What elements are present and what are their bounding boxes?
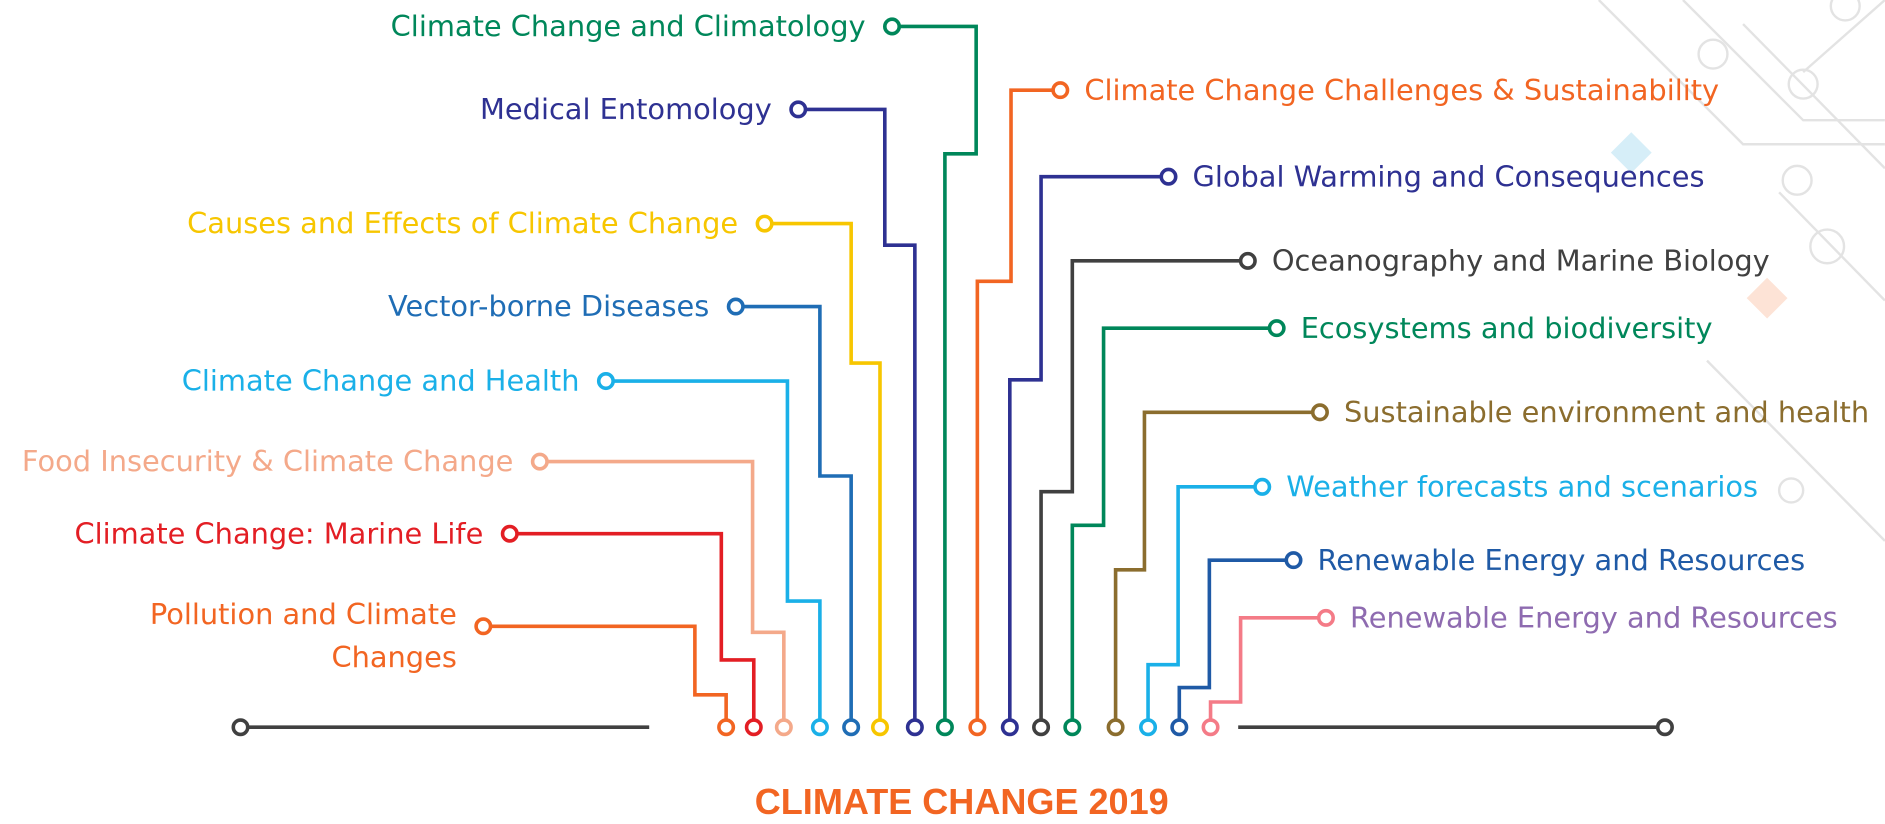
base-node (747, 720, 761, 734)
diagram: CLIMATE CHANGE 2019 Pollution and Climat… (0, 0, 1885, 824)
topic-label: Medical Entomology (480, 92, 772, 126)
topic: Ecosystems and biodiversity (1065, 311, 1712, 735)
topic-label: Oceanography and Marine Biology (1272, 243, 1770, 277)
diagram-title: CLIMATE CHANGE 2019 (755, 781, 1169, 822)
base-node (873, 720, 887, 734)
topic-label: Vector-borne Diseases (388, 289, 709, 323)
base-node (1108, 720, 1122, 734)
topic: Renewable Energy and Resources (1172, 543, 1805, 735)
topic-label: Global Warming and Consequences (1193, 159, 1705, 193)
topic-node (1053, 83, 1067, 97)
topic-node (1241, 254, 1255, 268)
baseline-end (233, 720, 247, 734)
topic-node (533, 454, 547, 468)
base-node (938, 720, 952, 734)
base-node (908, 720, 922, 734)
topic-node (1286, 553, 1300, 567)
topic-label: Pollution and Climate (150, 597, 457, 631)
base-node (813, 720, 827, 734)
baseline-end (1658, 720, 1672, 734)
base-node (1065, 720, 1079, 734)
topic-node (1313, 405, 1327, 419)
topic-label: Renewable Energy and Resources (1350, 600, 1838, 634)
topic-label: Food Insecurity & Climate Change (22, 444, 513, 478)
base-node (970, 720, 984, 734)
topic-node (503, 526, 517, 540)
topic: Renewable Energy and Resources (1203, 600, 1837, 734)
connector (1072, 328, 1276, 727)
topic-label: Weather forecasts and scenarios (1286, 469, 1758, 503)
base-node (1003, 720, 1017, 734)
connector (977, 90, 1060, 727)
topic-label: Ecosystems and biodiversity (1301, 311, 1713, 345)
base-node (844, 720, 858, 734)
topic-node (1319, 611, 1333, 625)
connector (1148, 487, 1262, 727)
base-node (1203, 720, 1217, 734)
topic: Pollution and Climate Changes (150, 597, 733, 735)
connector (798, 109, 915, 727)
topic-label: Climate Change: Marine Life (74, 516, 483, 550)
topic-node (476, 619, 490, 633)
topic-node (599, 374, 613, 388)
base-node (1172, 720, 1186, 734)
connector (606, 381, 820, 727)
topic-node (729, 299, 743, 313)
topic-node (1269, 321, 1283, 335)
topic-label: Climate Change Challenges & Sustainabili… (1084, 73, 1719, 107)
topic-node (791, 102, 805, 116)
topic-label: Renewable Energy and Resources (1318, 543, 1806, 577)
topic-node (757, 216, 771, 230)
topic-label: Climate Change and Health (182, 364, 580, 398)
base-node (777, 720, 791, 734)
connector (483, 626, 726, 727)
topic-node (1161, 169, 1175, 183)
connector (892, 26, 976, 727)
topic-label: Sustainable environment and health (1344, 395, 1869, 429)
page: CLIMATE CHANGE 2019 Pollution and Climat… (0, 0, 1885, 824)
connector (510, 534, 754, 728)
topic: Food Insecurity & Climate Change (22, 444, 791, 734)
topic-label: Climate Change and Climatology (391, 9, 866, 43)
base-node (1034, 720, 1048, 734)
topic-label: Causes and Effects of Climate Change (187, 206, 738, 240)
connector (1211, 618, 1326, 727)
base-node (719, 720, 733, 734)
base-node (1141, 720, 1155, 734)
topic-label: Changes (331, 640, 456, 674)
topic: Medical Entomology (480, 92, 922, 734)
connector (540, 462, 784, 728)
topic-node (885, 19, 899, 33)
topic-node (1255, 480, 1269, 494)
